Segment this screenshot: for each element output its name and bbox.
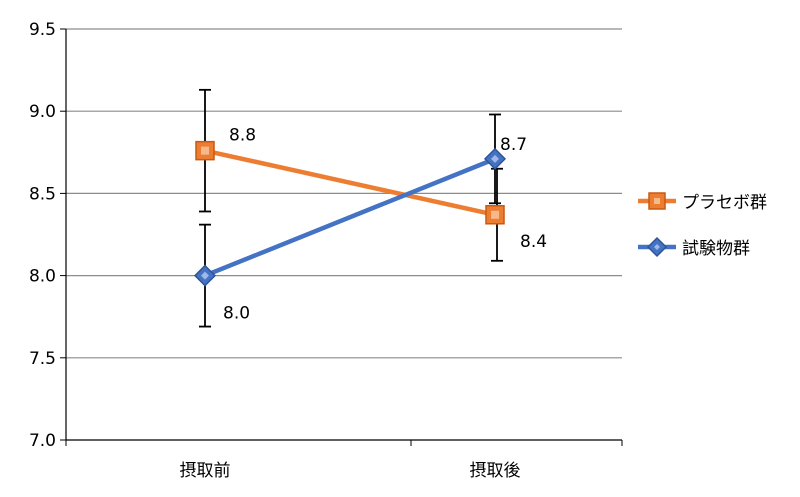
data-label: 8.8: [229, 126, 256, 146]
y-tick-label: 8.5: [29, 184, 56, 204]
data-point-marker-highlight: [491, 154, 499, 163]
data-label: 8.4: [520, 232, 547, 252]
y-tick-label: 9.5: [29, 20, 56, 40]
x-tick-label: 摂取前: [180, 461, 231, 481]
data-label: 8.0: [223, 304, 250, 324]
y-tick-label: 7.5: [29, 349, 56, 369]
x-tick-label: 摂取後: [470, 461, 521, 481]
data-point-marker-highlight: [491, 210, 499, 219]
y-tick-label: 9.0: [29, 102, 56, 122]
y-tick-label: 7.0: [29, 431, 56, 451]
legend-marker-highlight: [654, 198, 660, 204]
legend-marker-highlight: [654, 244, 660, 250]
series-line: [202, 148, 498, 218]
data-point-marker-highlight: [201, 271, 209, 280]
legend-label: 試験物群: [682, 239, 750, 259]
legend-label: プラセボ群: [682, 193, 767, 213]
y-tick-label: 8.0: [29, 267, 56, 287]
data-point-marker-highlight: [201, 146, 209, 155]
data-label: 8.7: [500, 135, 527, 155]
series-line: [202, 156, 498, 278]
